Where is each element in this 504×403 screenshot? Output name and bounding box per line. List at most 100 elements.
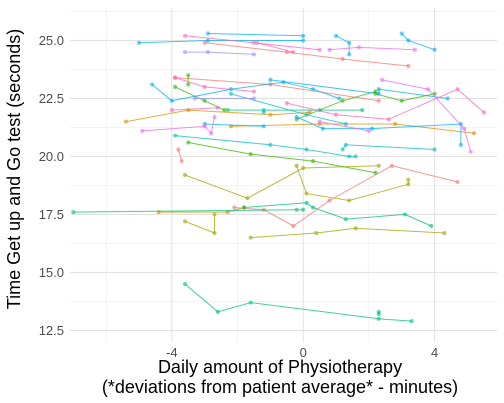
series-line xyxy=(171,107,218,111)
data-point xyxy=(406,177,411,182)
data-point xyxy=(212,230,217,236)
data-point xyxy=(232,205,237,210)
y-axis-title: Time Get up and Go test (seconds) xyxy=(4,29,24,309)
data-point xyxy=(71,210,76,215)
data-point xyxy=(251,89,257,94)
series-line xyxy=(234,165,458,227)
series-group xyxy=(268,77,450,101)
series-line xyxy=(142,116,215,135)
data-point xyxy=(343,121,349,127)
series-line xyxy=(286,88,485,120)
series-group xyxy=(333,33,352,57)
series-group xyxy=(376,309,381,317)
data-point xyxy=(379,77,385,83)
series-line xyxy=(230,123,475,134)
data-point xyxy=(186,82,191,87)
data-point xyxy=(406,182,411,187)
data-point xyxy=(268,112,273,117)
data-point xyxy=(182,219,188,224)
data-point xyxy=(353,154,358,159)
y-tick-label: 25.0 xyxy=(39,33,64,48)
data-point xyxy=(366,128,371,134)
series-group xyxy=(186,140,378,175)
data-point xyxy=(268,142,273,147)
data-point xyxy=(241,205,247,210)
data-point xyxy=(327,47,332,52)
data-point xyxy=(455,179,460,185)
data-point xyxy=(462,126,467,131)
x-axis-ticks: -4 0 4 xyxy=(166,345,438,360)
data-point xyxy=(376,309,381,314)
data-point xyxy=(327,198,332,203)
data-point xyxy=(406,38,411,43)
series-group xyxy=(294,114,463,147)
data-point xyxy=(310,205,316,210)
data-point xyxy=(376,87,381,92)
data-point xyxy=(156,210,161,215)
data-point xyxy=(176,147,181,152)
data-point xyxy=(468,149,473,154)
data-point xyxy=(389,163,394,168)
series-line xyxy=(250,227,445,239)
series-group xyxy=(182,212,217,236)
data-point xyxy=(202,124,207,129)
series-group xyxy=(202,40,411,69)
data-point xyxy=(173,75,178,80)
series-line xyxy=(151,81,340,102)
data-point xyxy=(136,40,142,45)
data-point xyxy=(205,31,211,36)
data-point xyxy=(261,107,266,113)
data-point xyxy=(399,98,404,103)
series-group xyxy=(261,107,266,115)
data-point xyxy=(209,131,214,136)
data-point xyxy=(432,147,437,152)
data-point xyxy=(337,96,342,101)
series-group xyxy=(379,77,473,154)
data-point xyxy=(445,96,450,101)
data-point xyxy=(205,38,211,43)
data-point xyxy=(186,140,191,145)
data-point xyxy=(284,100,289,106)
data-point xyxy=(179,158,184,164)
grid xyxy=(70,8,497,342)
y-tick-label: 12.5 xyxy=(39,323,64,338)
series-line xyxy=(204,42,409,67)
data-point xyxy=(442,230,447,236)
data-point xyxy=(386,117,391,122)
data-point xyxy=(248,152,253,157)
data-point xyxy=(182,172,188,178)
series-group xyxy=(182,33,322,52)
data-point xyxy=(215,309,220,314)
data-point xyxy=(347,154,352,159)
data-point xyxy=(304,200,309,205)
data-point xyxy=(376,91,381,96)
series-line xyxy=(184,165,379,199)
data-point xyxy=(294,114,299,120)
series-group xyxy=(248,226,447,240)
series-line xyxy=(270,79,448,99)
y-tick-label: 20.0 xyxy=(39,149,64,164)
data-point xyxy=(212,212,217,217)
data-point xyxy=(340,147,345,152)
data-point xyxy=(291,223,296,229)
data-point xyxy=(360,107,365,113)
data-point xyxy=(406,63,411,69)
data-point xyxy=(376,163,381,168)
data-point xyxy=(347,52,352,57)
data-point xyxy=(222,107,227,113)
data-point xyxy=(373,170,378,175)
data-point xyxy=(228,91,234,96)
data-point xyxy=(333,112,339,117)
data-point xyxy=(402,212,408,217)
data-point xyxy=(301,38,306,43)
data-point xyxy=(212,114,217,120)
data-point xyxy=(245,196,250,201)
data-point xyxy=(399,31,404,36)
data-point xyxy=(393,121,398,127)
data-point xyxy=(376,98,381,103)
series-group xyxy=(186,73,191,87)
data-point xyxy=(333,33,339,38)
series-group xyxy=(182,49,257,57)
data-point xyxy=(186,107,191,113)
series-line xyxy=(175,135,356,157)
